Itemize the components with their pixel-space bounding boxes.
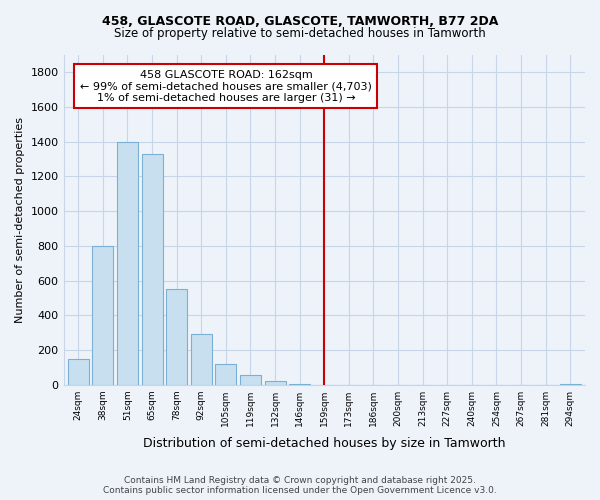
Bar (191, 334, 212, 384)
Bar (68, 358, 89, 384)
Bar (92, 246, 113, 384)
Text: Size of property relative to semi-detached houses in Tamworth: Size of property relative to semi-detach… (114, 28, 486, 40)
Text: 458 GLASCOTE ROAD: 162sqm
← 99% of semi-detached houses are smaller (4,703)
1% o: 458 GLASCOTE ROAD: 162sqm ← 99% of semi-… (80, 70, 372, 103)
Text: 458, GLASCOTE ROAD, GLASCOTE, TAMWORTH, B77 2DA: 458, GLASCOTE ROAD, GLASCOTE, TAMWORTH, … (102, 15, 498, 28)
Bar (240, 375, 261, 384)
Bar (265, 381, 286, 384)
Text: Contains HM Land Registry data © Crown copyright and database right 2025.
Contai: Contains HM Land Registry data © Crown c… (103, 476, 497, 495)
Bar (117, 142, 138, 384)
Bar (215, 364, 236, 384)
Y-axis label: Number of semi-detached properties: Number of semi-detached properties (15, 117, 25, 323)
Bar (166, 289, 187, 384)
X-axis label: Distribution of semi-detached houses by size in Tamworth: Distribution of semi-detached houses by … (143, 437, 506, 450)
Bar (142, 154, 163, 384)
